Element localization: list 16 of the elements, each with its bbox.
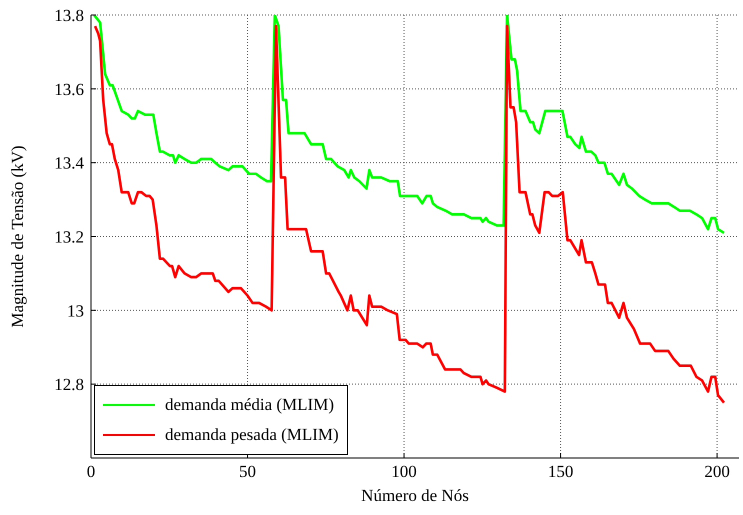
y-axis-title: Magnitude de Tensão (kV) [8,145,28,328]
x-tick-label: 200 [704,462,730,482]
y-tick-label: 13.4 [54,154,84,173]
legend-label: demanda pesada (MLIM) [165,425,339,445]
y-tick-label: 13 [67,301,84,320]
x-tick-label: 0 [86,462,96,482]
x-tick-label: 100 [391,462,417,482]
line-series [92,15,726,234]
x-tick-label: 50 [239,462,256,482]
x-axis-title: Número de Nós [361,486,469,505]
y-tick-label: 13.8 [54,6,84,26]
y-tick-label: 13.2 [54,228,84,247]
x-tick-label: 150 [548,462,574,482]
y-tick-label: 13.6 [54,80,84,99]
y-tick-label: 12.8 [54,375,84,394]
legend-label: demanda média (MLIM) [165,395,334,415]
